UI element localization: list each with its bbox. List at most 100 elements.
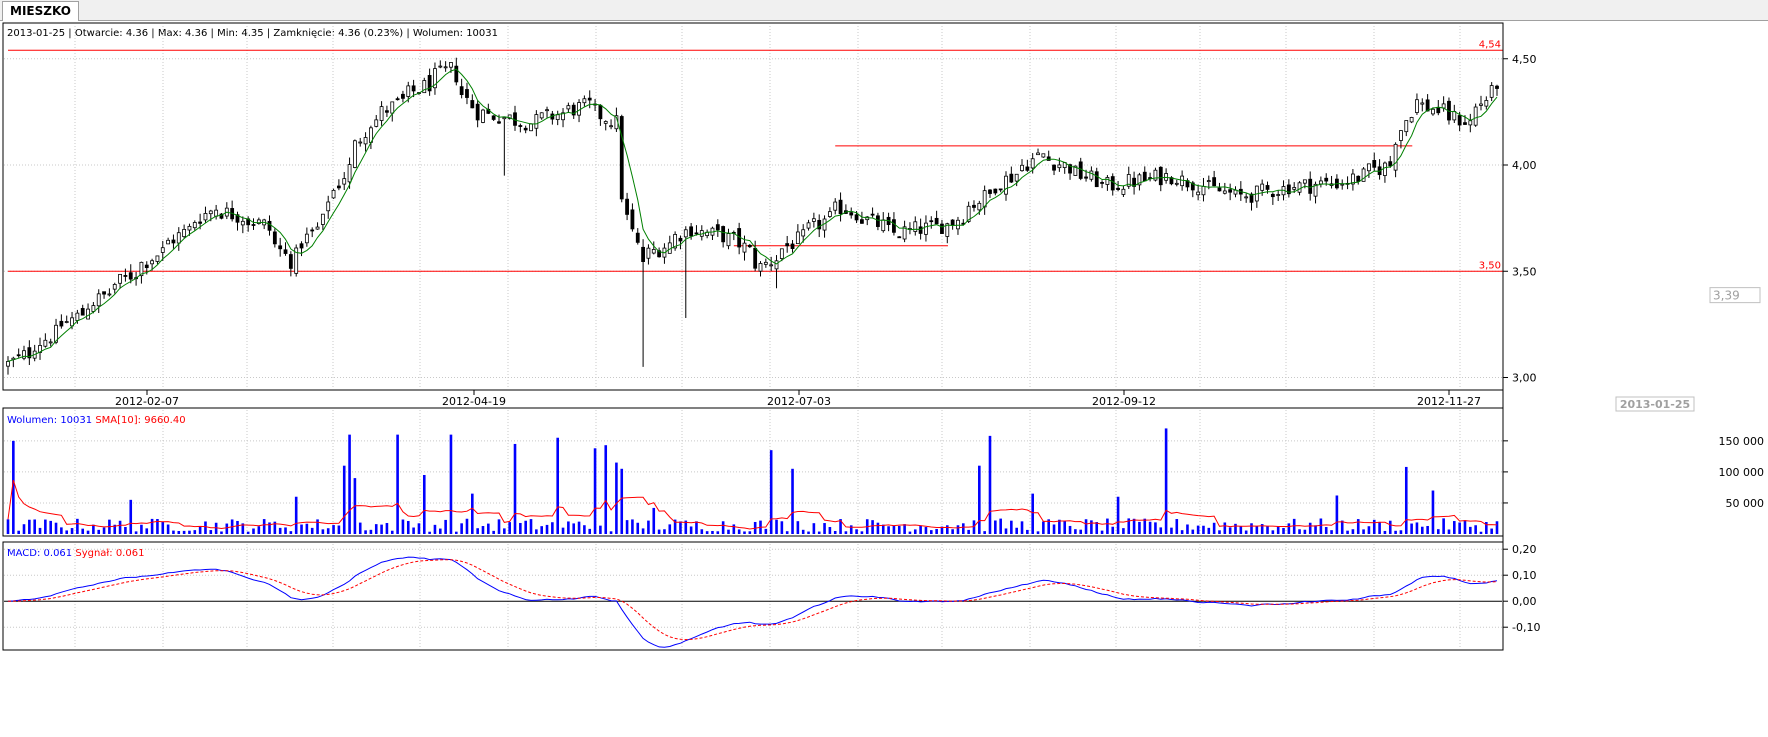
volume-bar (860, 531, 864, 534)
volume-bar (257, 526, 261, 534)
candle-body (694, 232, 699, 235)
volume-bar (118, 520, 122, 534)
candle-body (1030, 158, 1035, 169)
macd-legend-value: MACD: 0.061 (7, 548, 72, 559)
volume-bar (1207, 527, 1211, 534)
volume-bar (1458, 522, 1461, 534)
candle-body (1014, 173, 1019, 182)
candle-body (171, 239, 176, 244)
volume-bar (1250, 523, 1253, 534)
price-marker-label: 3,39 (1713, 289, 1740, 303)
candle-body (1270, 193, 1275, 198)
volume-bar (1388, 520, 1392, 534)
volume-bar (1111, 526, 1115, 534)
candle-body (112, 284, 117, 290)
volume-bar (33, 519, 36, 534)
candle-body (315, 226, 320, 230)
candle-body (390, 101, 395, 114)
candle-body (465, 89, 469, 98)
volume-bar (1463, 520, 1467, 534)
volume-bar (438, 528, 442, 534)
candle-body (838, 199, 843, 215)
volume-bar (737, 529, 741, 534)
volume-bar (220, 531, 223, 534)
volume-bar (1415, 522, 1419, 534)
candle-body (902, 226, 907, 240)
volume-bar (305, 523, 309, 534)
candle-body (256, 219, 261, 224)
volume-bar (1367, 526, 1371, 534)
volume-bar (460, 523, 463, 534)
volume-bar (652, 507, 656, 534)
candle-body (470, 100, 475, 109)
candle-body (1351, 173, 1355, 185)
volume-bar (1175, 519, 1179, 534)
macd-axis-label: 0,10 (1512, 569, 1537, 582)
volume-bar (519, 522, 522, 534)
candle-body (294, 247, 299, 274)
macd-plot-frame (2, 541, 1504, 651)
volume-bar (876, 522, 880, 534)
volume-bar (1287, 523, 1291, 534)
volume-bar (962, 523, 965, 534)
volume-bar (785, 531, 789, 534)
candle-body (1463, 122, 1467, 125)
volume-bar (1079, 529, 1083, 534)
candle-body (534, 114, 539, 129)
candle-body (304, 233, 309, 244)
candle-body (1479, 103, 1483, 106)
volume-axis-label: 150 000 (1719, 435, 1765, 448)
volume-bar (561, 527, 565, 534)
candle-body (427, 75, 432, 92)
volume-bar (81, 528, 85, 534)
candle-body (1180, 175, 1185, 187)
volume-bar (145, 528, 149, 534)
volume-bar (278, 527, 282, 534)
volume-axis-label: 100 000 (1719, 466, 1765, 479)
volume-bar (556, 437, 560, 534)
macd-axis-label: -0,10 (1512, 621, 1540, 634)
candle-body (854, 214, 859, 221)
volume-bar (497, 519, 501, 534)
volume-bar (236, 520, 239, 534)
volume-bar (1335, 495, 1339, 534)
candle-body (582, 98, 587, 104)
candle-body (1489, 85, 1494, 98)
volume-bar (1394, 530, 1397, 534)
candle-body (785, 243, 790, 247)
volume-bar (1346, 530, 1349, 534)
volume-bar (1010, 520, 1013, 534)
volume-bar (508, 522, 511, 534)
volume-bar (1223, 522, 1227, 534)
volume-bar (294, 496, 298, 534)
volume-bar (700, 529, 704, 534)
candle-body (1457, 115, 1462, 126)
volume-bar (625, 520, 629, 534)
candle-body (1356, 175, 1361, 182)
candle-body (283, 249, 288, 254)
volume-bar (695, 521, 698, 534)
candle-body (240, 220, 245, 226)
candle-body (1089, 170, 1094, 180)
candle-body (827, 211, 832, 217)
last-date-box (1615, 396, 1695, 412)
candle-body (518, 125, 523, 127)
volume-pane: Wolumen: 10031 SMA[10]: 9660.40 150 000 1… (2, 407, 1765, 537)
candle-body (555, 114, 560, 121)
candle-body (6, 361, 10, 367)
candle-body (454, 65, 459, 83)
volume-bar (1196, 525, 1200, 534)
candle-body (545, 109, 549, 112)
candle-body (1260, 183, 1265, 191)
volume-bar (358, 522, 362, 534)
candle-body (160, 247, 165, 253)
volume-bar (631, 519, 634, 534)
chart-area[interactable]: 2013-01-25 | Otwarcie: 4.36 | Max: 4.36 … (0, 21, 1768, 737)
volume-bar (593, 448, 597, 534)
price-axis-label: 3,00 (1512, 372, 1537, 385)
volume-bar (903, 524, 906, 534)
candle-body (1399, 130, 1403, 141)
volume-bar (401, 519, 405, 534)
tab-mieszko[interactable]: MIESZKO (2, 1, 79, 21)
candle-body (870, 213, 875, 216)
